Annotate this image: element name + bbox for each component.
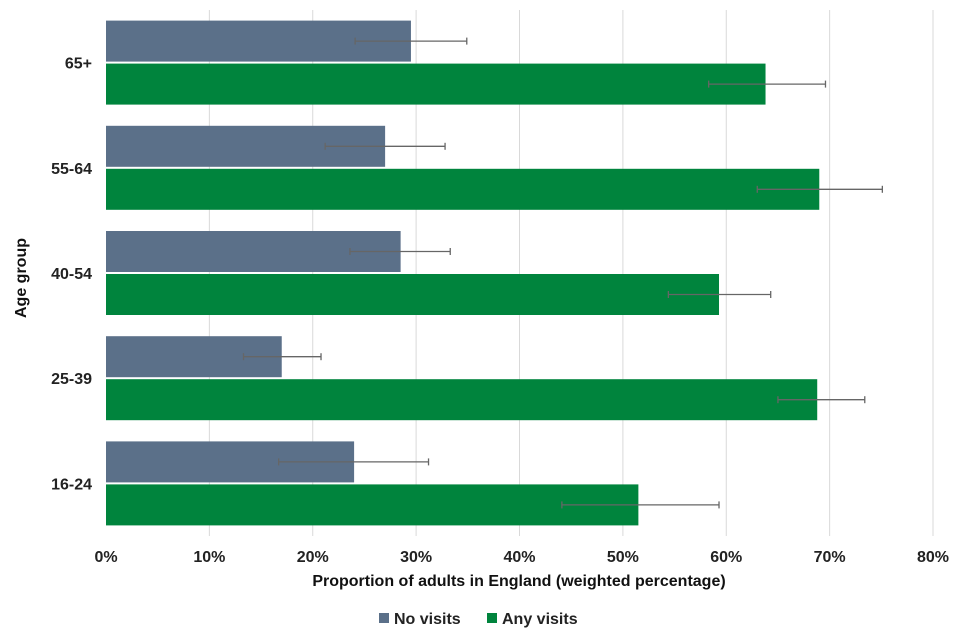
legend-swatch <box>379 613 389 623</box>
x-axis-title: Proportion of adults in England (weighte… <box>312 573 725 590</box>
bar-any-visits <box>106 274 720 315</box>
y-tick-label: 40-54 <box>51 266 92 283</box>
x-tick-label: 60% <box>710 549 742 566</box>
legend-label: Any visits <box>502 611 578 628</box>
bars <box>106 20 820 526</box>
x-tick-label: 70% <box>814 549 846 566</box>
error-bar <box>777 396 866 404</box>
y-tick-label: 55-64 <box>51 161 92 178</box>
bar-any-visits <box>106 168 820 210</box>
error-bar <box>667 291 772 298</box>
error-bar <box>349 248 451 255</box>
legend-item: No visits <box>379 611 461 628</box>
error-bar <box>708 80 827 88</box>
error-bar <box>324 142 446 150</box>
bar-any-visits <box>106 484 639 526</box>
error-bars <box>242 37 883 509</box>
legend-label: No visits <box>394 611 461 628</box>
y-tick-label: 65+ <box>65 56 92 73</box>
y-tick-labels: 65+ 55-64 40-54 25-39 16-24 <box>51 56 92 494</box>
bar-any-visits <box>106 63 766 105</box>
legend-swatch <box>487 613 497 623</box>
legend-item: Any visits <box>487 611 578 628</box>
x-tick-labels: 0% 10% 20% 30% 40% 50% 60% 70% 80% <box>94 549 949 566</box>
error-bar <box>756 185 883 193</box>
y-tick-label: 25-39 <box>51 371 92 388</box>
bar-any-visits <box>106 379 818 421</box>
error-bar <box>242 353 322 361</box>
x-tick-label: 0% <box>94 549 117 566</box>
x-tick-label: 80% <box>917 549 949 566</box>
x-tick-label: 30% <box>400 549 432 566</box>
x-tick-label: 40% <box>503 549 535 566</box>
legend: No visits Any visits <box>379 611 578 628</box>
x-tick-label: 10% <box>193 549 225 566</box>
y-axis-title: Age group <box>13 238 30 318</box>
error-bar <box>354 37 468 45</box>
y-tick-label: 16-24 <box>51 476 92 493</box>
error-bar <box>561 501 720 509</box>
x-tick-label: 50% <box>607 549 639 566</box>
error-bar <box>277 458 430 466</box>
x-tick-label: 20% <box>297 549 329 566</box>
